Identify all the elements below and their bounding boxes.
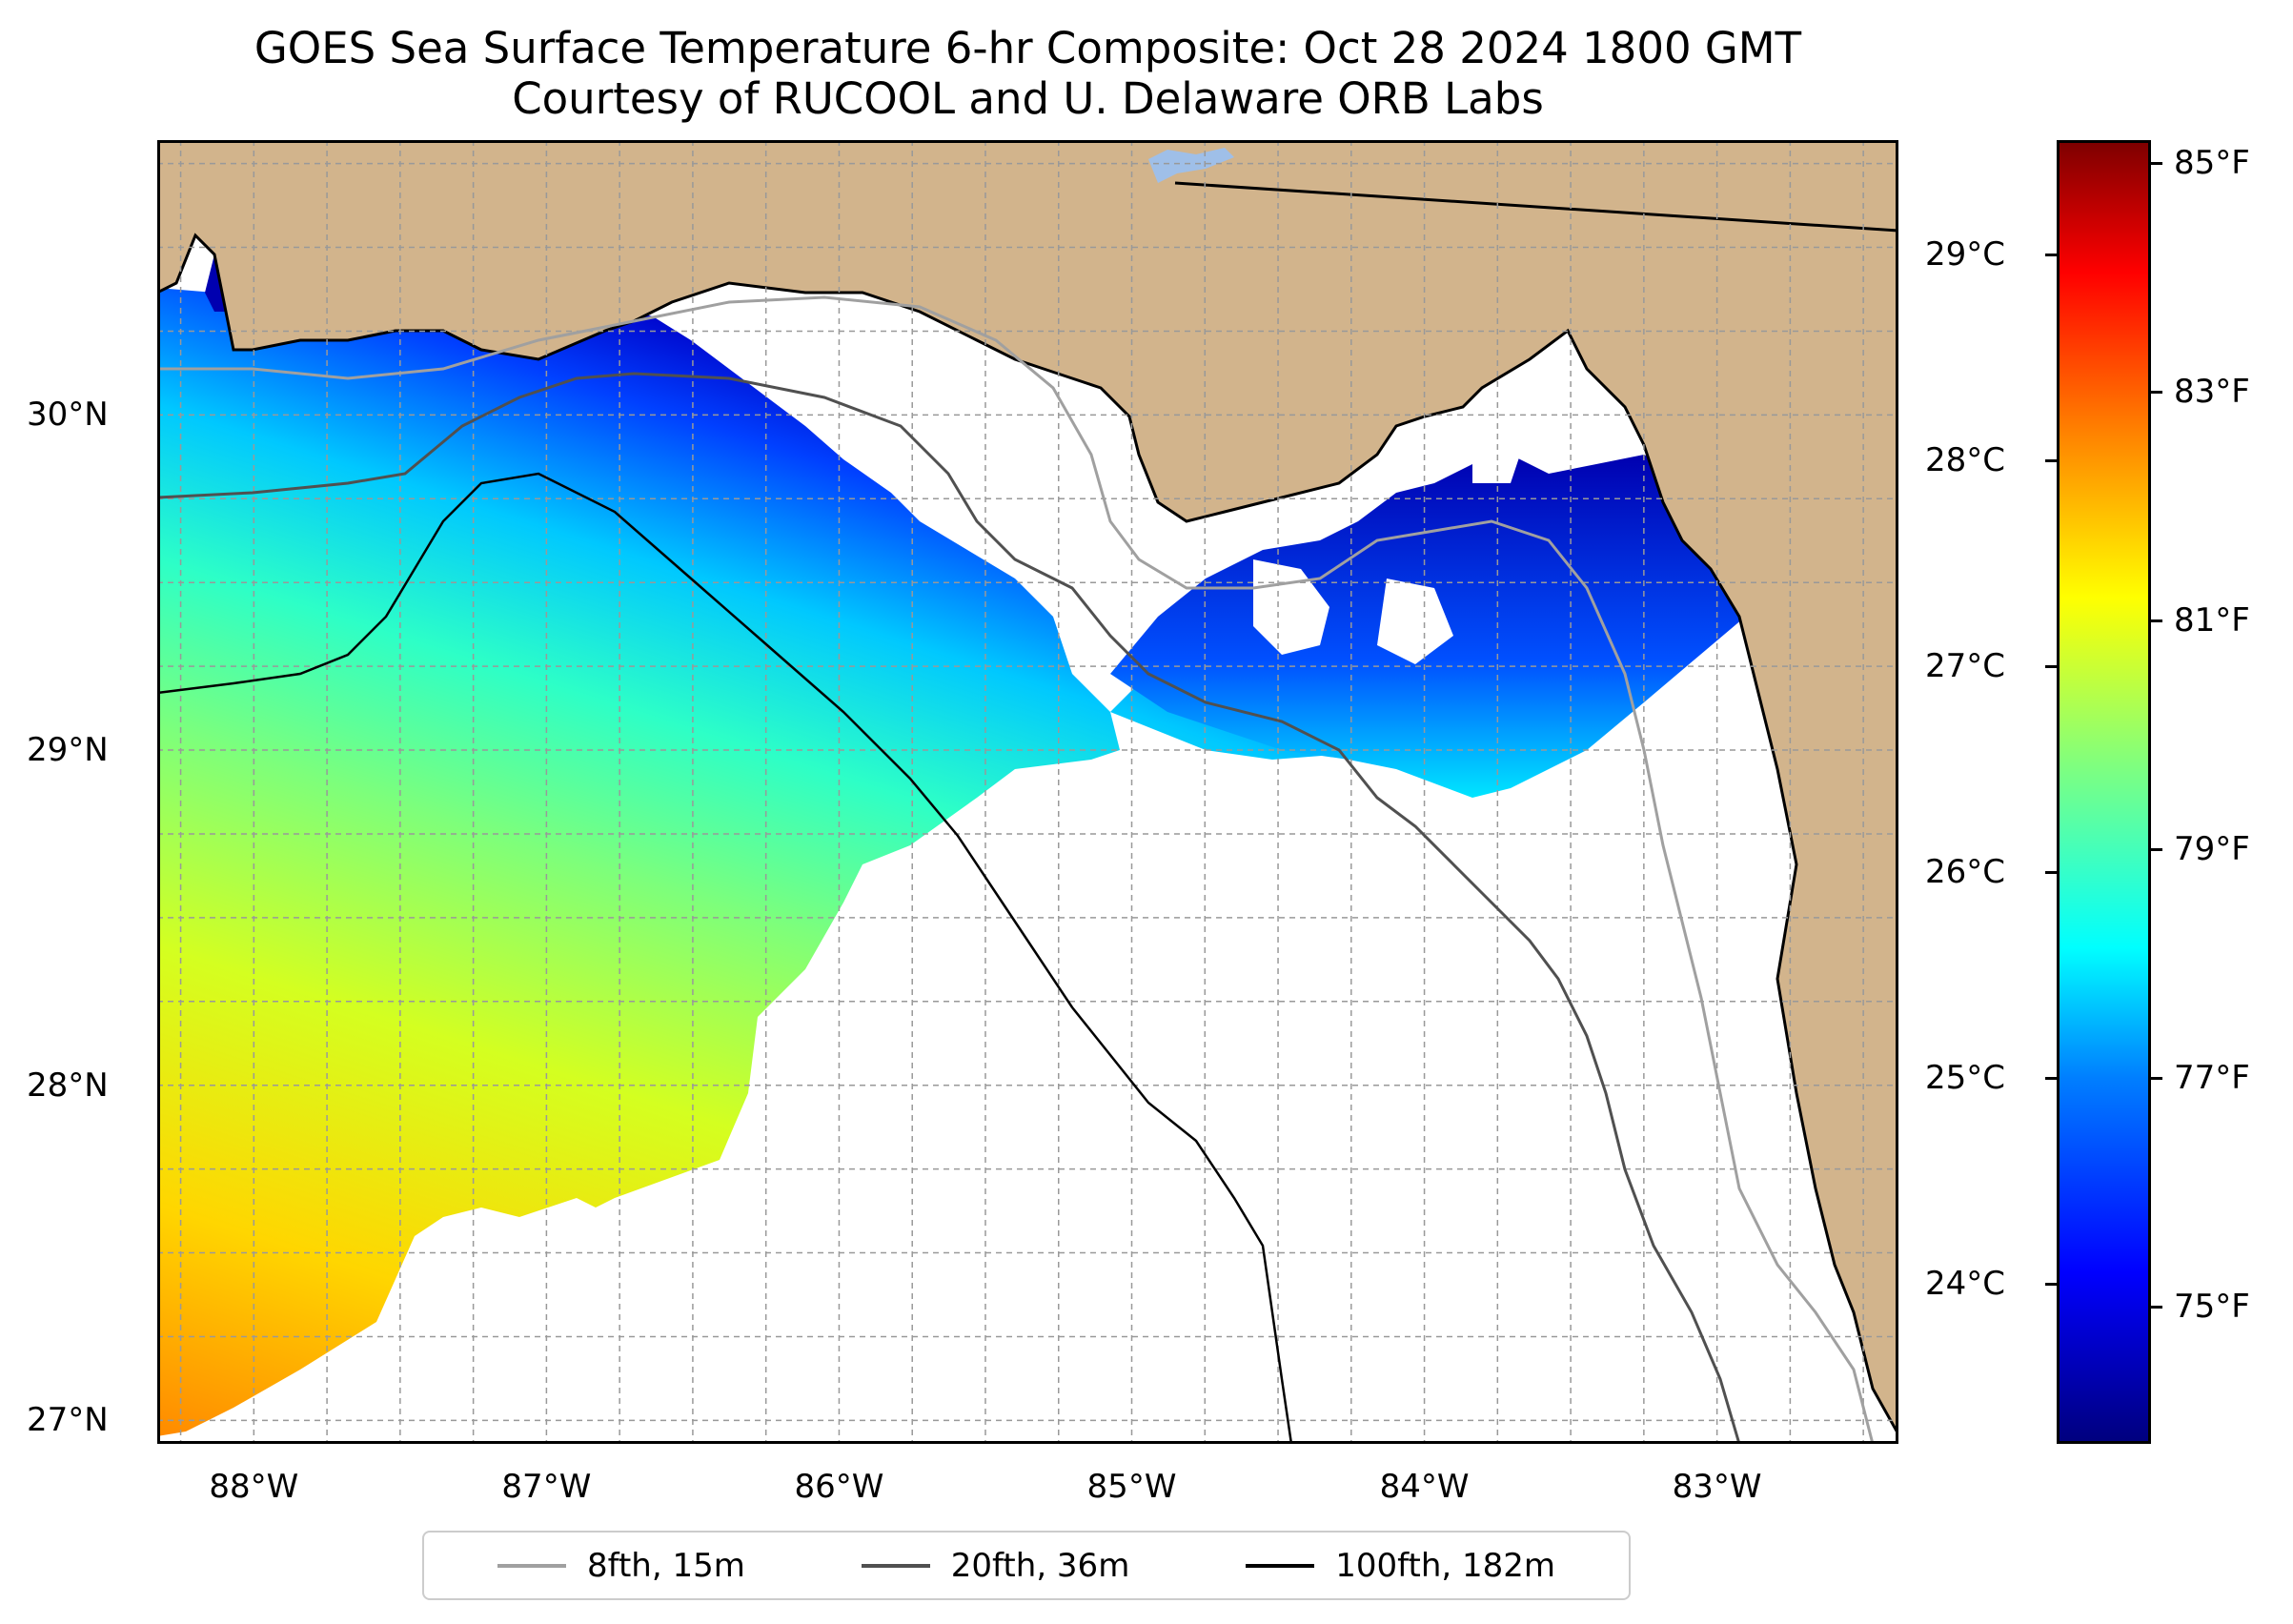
fahrenheit-tick-mark (2151, 619, 2162, 622)
celsius-tick-label: 29°C (1925, 235, 2006, 274)
isobath-8fth (157, 295, 1875, 1444)
celsius-tick-mark (2045, 664, 2057, 668)
no-data-patch-3 (1472, 426, 1520, 483)
fahrenheit-tick-label: 75°F (2174, 1288, 2250, 1326)
legend-label-20fth: 20fth, 36m (950, 1546, 1130, 1585)
celsius-tick-label: 26°C (1925, 853, 2006, 891)
x-tick-label: 85°W (1086, 1468, 1177, 1506)
colorbar (2057, 140, 2151, 1444)
legend-line-8fth (497, 1563, 566, 1568)
y-tick-label: 28°N (27, 1066, 109, 1105)
fahrenheit-tick-mark (2151, 161, 2162, 165)
x-tick-label: 86°W (794, 1468, 884, 1506)
sst-field-west (157, 288, 1425, 1436)
legend-line-20fth (861, 1563, 930, 1568)
no-data-patch-1 (1253, 559, 1329, 655)
celsius-tick-label: 27°C (1925, 647, 2006, 685)
y-tick-label: 27°N (27, 1401, 109, 1440)
map-frame (157, 140, 1898, 1444)
x-tick-label: 83°W (1672, 1468, 1762, 1506)
celsius-tick-mark (2045, 1282, 2057, 1286)
celsius-tick-mark (2045, 458, 2057, 462)
isobath-20fth (157, 372, 1741, 1444)
state-border (1174, 181, 1898, 233)
sst-map[interactable] (157, 140, 1898, 1444)
x-tick-label: 87°W (501, 1468, 592, 1506)
fahrenheit-tick-label: 81°F (2174, 601, 2250, 639)
legend-label-100fth: 100fth, 182m (1335, 1546, 1556, 1585)
no-data-patch-2 (1377, 579, 1453, 664)
fahrenheit-tick-mark (2151, 390, 2162, 394)
legend-label-8fth: 8fth, 15m (586, 1546, 745, 1585)
celsius-tick-label: 24°C (1925, 1265, 2006, 1303)
fahrenheit-tick-mark (2151, 847, 2162, 851)
celsius-tick-mark (2045, 1076, 2057, 1080)
celsius-tick-mark (2045, 253, 2057, 256)
celsius-tick-label: 25°C (1925, 1059, 2006, 1097)
celsius-tick-mark (2045, 870, 2057, 874)
fahrenheit-tick-mark (2151, 1076, 2162, 1080)
fahrenheit-tick-label: 77°F (2174, 1059, 2250, 1097)
legend-item-20fth: 20fth, 36m (861, 1546, 1130, 1585)
legend-item-8fth: 8fth, 15m (497, 1547, 745, 1585)
fahrenheit-tick-label: 85°F (2174, 144, 2250, 182)
fahrenheit-tick-label: 83°F (2174, 373, 2250, 411)
x-tick-label: 84°W (1379, 1468, 1470, 1506)
legend-line-100fth (1246, 1563, 1315, 1568)
graticule (157, 140, 1898, 1444)
isobath-100fth (157, 472, 1293, 1444)
legend-item-100fth: 100fth, 182m (1246, 1547, 1555, 1585)
y-tick-label: 30°N (27, 396, 109, 435)
lake-seminole (1148, 148, 1234, 183)
fahrenheit-tick-label: 79°F (2174, 830, 2250, 868)
title-line-1: GOES Sea Surface Temperature 6-hr Compos… (254, 23, 1802, 73)
fahrenheit-tick-mark (2151, 1305, 2162, 1309)
title-line-2: Courtesy of RUCOOL and U. Delaware ORB L… (512, 73, 1544, 124)
map-title: GOES Sea Surface Temperature 6-hr Compos… (157, 23, 1898, 124)
y-tick-label: 29°N (27, 731, 109, 770)
x-tick-label: 88°W (209, 1468, 299, 1506)
legend: 8fth, 15m 20fth, 36m 100fth, 182m (422, 1531, 1631, 1600)
celsius-tick-label: 28°C (1925, 441, 2006, 479)
